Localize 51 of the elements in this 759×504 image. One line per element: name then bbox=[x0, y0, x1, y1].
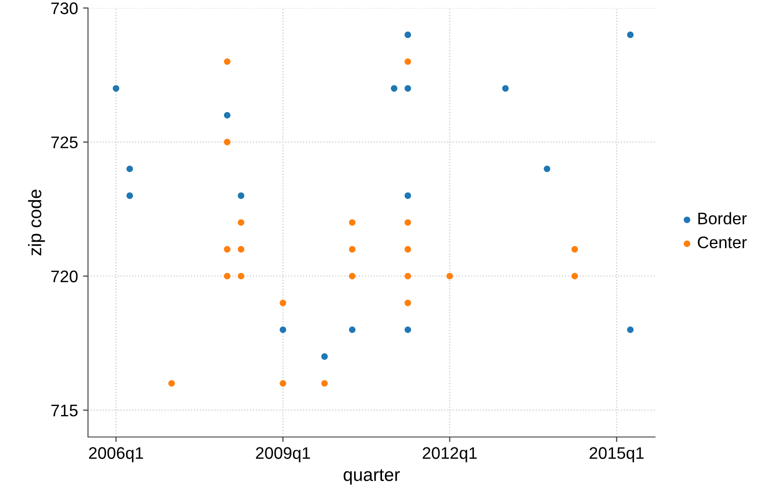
point bbox=[280, 380, 286, 387]
point bbox=[404, 246, 412, 253]
point bbox=[404, 219, 412, 226]
point bbox=[224, 272, 230, 280]
y-tick-label: 725 bbox=[51, 136, 78, 148]
y-tick-label: 720 bbox=[51, 270, 78, 282]
point bbox=[321, 380, 328, 387]
x-tick-label: 2009q1 bbox=[256, 447, 310, 462]
point bbox=[348, 219, 356, 226]
point bbox=[238, 219, 244, 226]
point bbox=[404, 58, 412, 65]
point bbox=[571, 272, 578, 280]
point bbox=[238, 246, 244, 253]
point bbox=[224, 112, 230, 119]
x-axis-title: quarter bbox=[344, 469, 400, 485]
legend-label: Center bbox=[698, 236, 747, 248]
point bbox=[446, 272, 453, 280]
point bbox=[502, 85, 509, 92]
point bbox=[627, 32, 634, 38]
point bbox=[404, 326, 412, 334]
point bbox=[126, 166, 133, 172]
x-tick-label: 2015q1 bbox=[590, 447, 644, 462]
point bbox=[404, 272, 412, 280]
legend-label: Border bbox=[698, 212, 747, 224]
point bbox=[404, 192, 412, 199]
point bbox=[404, 300, 412, 306]
point bbox=[126, 192, 133, 199]
point bbox=[348, 272, 356, 280]
y-tick-label: 715 bbox=[51, 404, 78, 416]
point bbox=[390, 85, 398, 92]
point bbox=[224, 58, 230, 65]
point bbox=[571, 246, 578, 253]
point bbox=[238, 192, 244, 199]
point bbox=[224, 138, 230, 146]
point bbox=[348, 326, 356, 334]
point bbox=[348, 246, 356, 253]
x-tick-label: 2012q1 bbox=[422, 447, 477, 462]
point bbox=[168, 380, 175, 387]
y-axis-title: zip code bbox=[28, 190, 45, 256]
point bbox=[627, 326, 634, 334]
point bbox=[321, 353, 328, 360]
point bbox=[544, 166, 550, 172]
x-tick-label: 2006q1 bbox=[89, 447, 144, 462]
point bbox=[280, 300, 286, 306]
point bbox=[404, 85, 412, 92]
point bbox=[404, 32, 412, 38]
point bbox=[280, 326, 286, 334]
y-tick-label: 730 bbox=[51, 2, 78, 14]
point bbox=[238, 272, 244, 280]
point bbox=[112, 85, 120, 92]
point bbox=[224, 246, 230, 253]
